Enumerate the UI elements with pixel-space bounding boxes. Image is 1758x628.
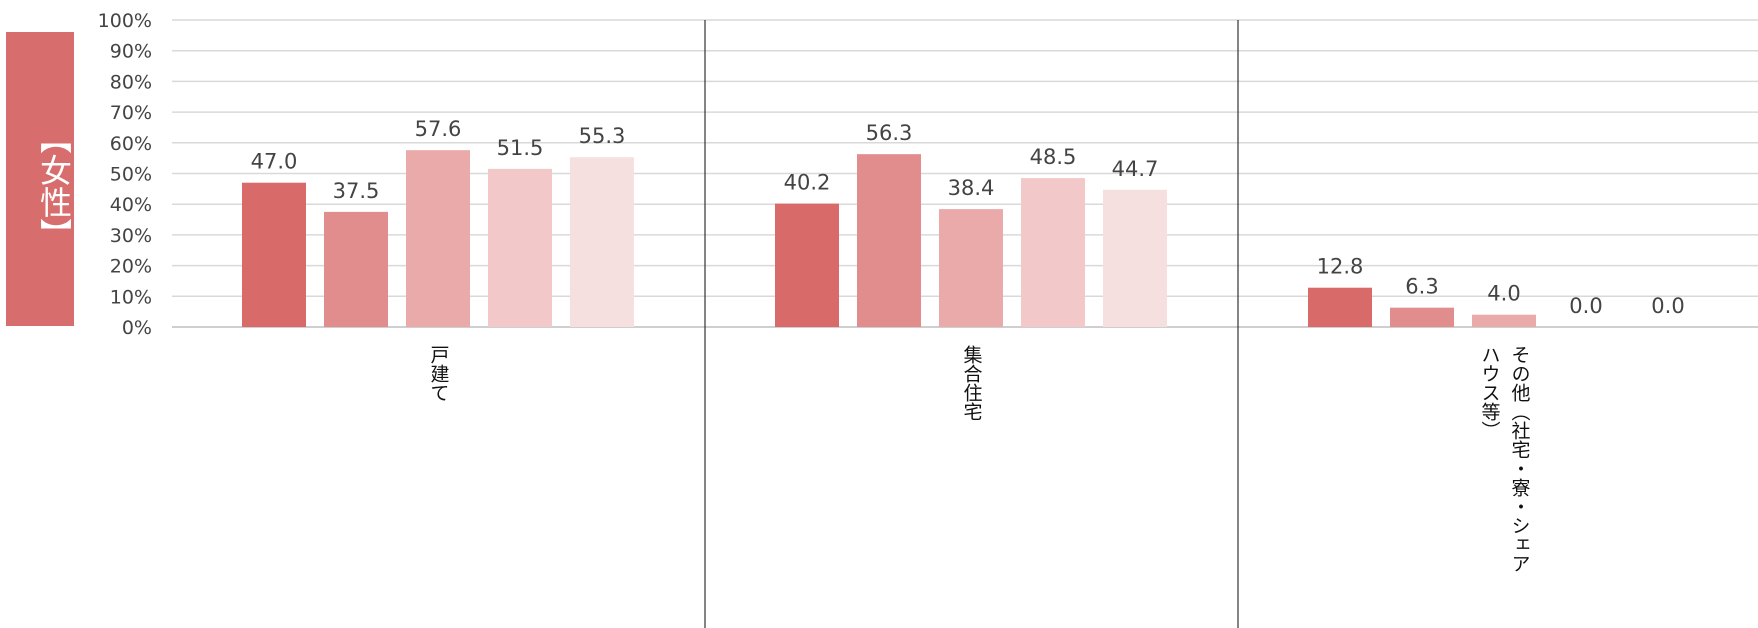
data-label: 0.0: [1569, 294, 1602, 318]
category-label: 集合住宅: [961, 345, 983, 421]
data-label: 51.5: [497, 136, 544, 160]
category-label-line: ハウス等）: [1479, 345, 1501, 440]
y-axis: 0% 10% 20% 30% 40% 50% 60% 70% 80% 90% 100%: [98, 10, 152, 339]
category-label-line: その他（社宅・寮・シェア: [1509, 345, 1531, 573]
bar: [939, 209, 1003, 327]
y-tick-label: 80%: [110, 71, 152, 93]
bar: [775, 203, 839, 327]
bar: [406, 150, 470, 327]
data-label: 55.3: [579, 124, 626, 148]
category-label-line: 集合住宅: [961, 345, 983, 421]
bars: [242, 150, 1536, 327]
y-tick-label: 40%: [110, 194, 152, 216]
data-label: 56.3: [866, 121, 913, 145]
data-label: 6.3: [1405, 275, 1438, 299]
y-tick-label: 10%: [110, 286, 152, 308]
data-label: 48.5: [1030, 145, 1077, 169]
gender-badge-label: 【女性】: [35, 122, 73, 250]
bar: [242, 182, 306, 327]
bar: [570, 157, 634, 327]
bar: [488, 168, 552, 327]
y-tick-label: 70%: [110, 102, 152, 124]
data-label: 57.6: [415, 117, 462, 141]
data-label: 4.0: [1487, 282, 1520, 306]
y-tick-label: 20%: [110, 256, 152, 278]
data-label: 38.4: [948, 176, 995, 200]
bar: [1103, 189, 1167, 327]
bar: [1390, 307, 1454, 327]
data-label: 12.8: [1317, 255, 1364, 279]
category-label: 戸建て: [428, 345, 450, 402]
data-label: 37.5: [333, 179, 380, 203]
gender-badge: 【女性】: [6, 32, 74, 326]
bar: [1308, 287, 1372, 327]
y-tick-label: 60%: [110, 133, 152, 155]
bar: [324, 211, 388, 327]
category-label-line: 戸建て: [428, 345, 450, 402]
data-label: 40.2: [784, 171, 831, 195]
y-tick-label: 100%: [98, 10, 152, 32]
data-labels: 47.0 37.5 57.6 51.5 55.3 40.2 56.3 38.4 48.5 44.7…: [251, 117, 1685, 318]
y-tick-label: 30%: [110, 225, 152, 247]
y-tick-label: 90%: [110, 41, 152, 63]
data-label: 47.0: [251, 150, 298, 174]
bar: [1021, 178, 1085, 327]
y-tick-label: 0%: [122, 317, 152, 339]
data-label: 0.0: [1651, 294, 1684, 318]
data-label: 44.7: [1112, 157, 1159, 181]
y-tick-label: 50%: [110, 164, 152, 186]
bar: [1472, 314, 1536, 327]
bar: [857, 154, 921, 327]
